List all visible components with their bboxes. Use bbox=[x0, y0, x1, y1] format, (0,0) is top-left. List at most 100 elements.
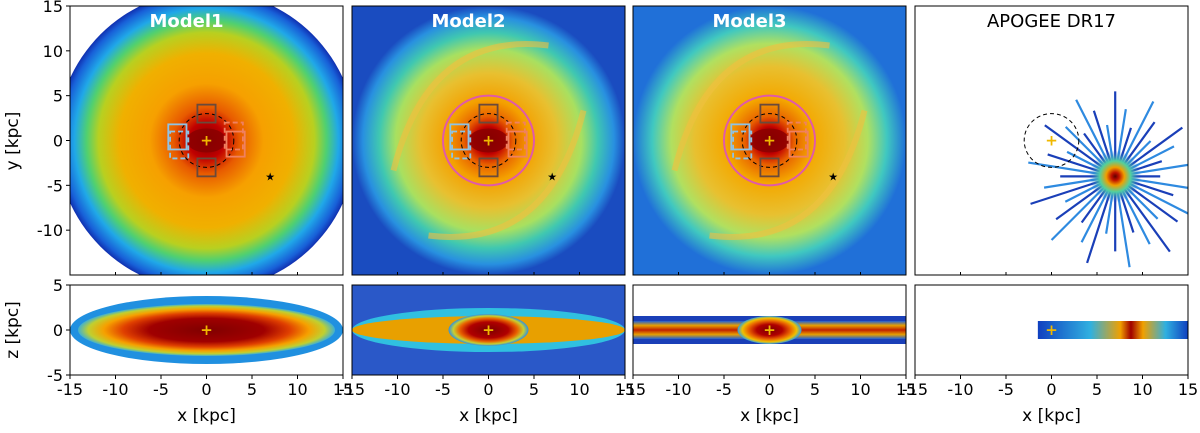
spiral-arm bbox=[671, 41, 830, 172]
x-tick-label: -10 bbox=[947, 380, 973, 399]
observed-band bbox=[1037, 321, 1188, 339]
region-left-dashed bbox=[451, 130, 472, 160]
region-left-solid bbox=[449, 123, 470, 151]
bar-core bbox=[749, 128, 790, 153]
z-tick-label: 0 bbox=[53, 321, 63, 340]
galactic-center-marker: + bbox=[482, 321, 495, 339]
x-tick-label: 10 bbox=[850, 380, 870, 399]
galactic-center-marker: + bbox=[1045, 132, 1058, 150]
x-tick-label: -5 bbox=[153, 380, 169, 399]
sun-marker: ★ bbox=[265, 170, 275, 183]
region-top-solid bbox=[759, 103, 780, 124]
region-right-dashed bbox=[786, 121, 807, 151]
dashed-circle bbox=[1023, 113, 1080, 168]
galactic-center-marker: + bbox=[1045, 321, 1058, 339]
x-tick-label: -15 bbox=[57, 380, 83, 399]
region-right-solid bbox=[788, 130, 809, 158]
z-axis-label: z [kpc] bbox=[3, 301, 23, 359]
face-on-map: +★ bbox=[633, 6, 906, 275]
observed-density bbox=[1089, 150, 1142, 203]
x-tick-label: 0 bbox=[1046, 380, 1056, 399]
region-right-dashed bbox=[505, 121, 526, 151]
region-right-solid bbox=[507, 130, 528, 158]
panel-title: Model1 bbox=[149, 11, 223, 32]
z-tick-label: 5 bbox=[53, 276, 63, 295]
region-bottom-solid bbox=[478, 157, 499, 178]
galactic-center-marker: + bbox=[200, 321, 213, 339]
edge-on-map: + bbox=[352, 285, 625, 375]
x-tick-label: 15 bbox=[615, 380, 635, 399]
y-tick-label: 15 bbox=[43, 0, 63, 16]
x-tick-label: -10 bbox=[102, 380, 128, 399]
x-tick-label: 15 bbox=[1178, 380, 1198, 399]
pink-circle bbox=[723, 94, 816, 187]
edge-on-map: + bbox=[70, 285, 343, 375]
x-tick-label: 5 bbox=[1092, 380, 1102, 399]
x-tick-label: -15 bbox=[620, 380, 646, 399]
sun-marker: ★ bbox=[547, 170, 557, 183]
region-left-solid bbox=[730, 123, 751, 151]
x-axis-label: x [kpc] bbox=[740, 406, 799, 426]
region-left-solid bbox=[167, 123, 188, 151]
region-bottom-solid bbox=[196, 157, 217, 178]
x-tick-label: -5 bbox=[435, 380, 451, 399]
spiral-arm bbox=[709, 109, 868, 240]
panel-4: + APOGEE DR17 + -15 -10 -5 0 5 10 15 x [kpc] bbox=[902, 5, 1198, 426]
panel-2: +★Model2+-15 -10 -5 0 5 10 15x [kpc] bbox=[339, 5, 635, 426]
region-top-solid bbox=[478, 103, 499, 124]
face-on-map: + bbox=[915, 6, 1188, 275]
edge-bulge bbox=[448, 314, 529, 346]
region-right-solid bbox=[225, 130, 246, 158]
x-tick-label: 5 bbox=[247, 380, 257, 399]
bar-core bbox=[186, 128, 227, 153]
x-axis-label: x [kpc] bbox=[177, 406, 236, 426]
edge-disk bbox=[78, 304, 335, 356]
panel-3: +★Model3+-15 -10 -5 0 5 10 15x [kpc] bbox=[620, 5, 916, 426]
x-tick-label: -5 bbox=[998, 380, 1014, 399]
galactic-center-marker: + bbox=[482, 132, 495, 150]
face-on-map: +★ bbox=[70, 6, 343, 275]
galactic-center-marker: + bbox=[763, 321, 776, 339]
dashed-circle bbox=[460, 113, 517, 168]
panel-1: +★Model1+-15 -10 -5 0 5 10 15x [kpc] bbox=[57, 5, 353, 426]
region-left-dashed bbox=[732, 130, 753, 160]
x-tick-label: 5 bbox=[810, 380, 820, 399]
x-axis-label: x [kpc] bbox=[1022, 406, 1081, 426]
pink-circle bbox=[442, 94, 535, 187]
dashed-circle bbox=[741, 113, 798, 168]
edge-bulge bbox=[737, 316, 802, 344]
y-axis-label: y [kpc] bbox=[3, 112, 23, 171]
region-top-solid bbox=[196, 103, 217, 124]
x-tick-label: 15 bbox=[896, 380, 916, 399]
panel-title: Model3 bbox=[712, 11, 786, 32]
x-tick-label: 10 bbox=[1132, 380, 1152, 399]
region-bottom-solid bbox=[759, 157, 780, 178]
y-tick-label: 10 bbox=[43, 42, 63, 61]
face-on-map: +★ bbox=[352, 6, 625, 275]
panel-title: Model2 bbox=[431, 11, 505, 32]
edge-on-map: + bbox=[633, 285, 906, 375]
galactic-center-marker: + bbox=[763, 132, 776, 150]
z-tick-label: -5 bbox=[47, 366, 63, 385]
x-tick-label: 0 bbox=[483, 380, 493, 399]
y-tick-label: -10 bbox=[37, 221, 63, 240]
x-tick-label: 0 bbox=[201, 380, 211, 399]
x-tick-label: 15 bbox=[333, 380, 353, 399]
x-tick-label: 0 bbox=[764, 380, 774, 399]
dashed-circle bbox=[178, 113, 235, 168]
x-tick-label: 5 bbox=[529, 380, 539, 399]
galactic-center-marker: + bbox=[200, 132, 213, 150]
sun-marker: ★ bbox=[828, 170, 838, 183]
x-tick-label: 10 bbox=[569, 380, 589, 399]
spiral-arm bbox=[390, 41, 549, 172]
x-tick-label: -10 bbox=[665, 380, 691, 399]
panel-title: APOGEE DR17 bbox=[987, 11, 1116, 32]
region-right-dashed bbox=[223, 121, 244, 151]
y-tick-label: -5 bbox=[47, 176, 63, 195]
y-tick-label: 5 bbox=[53, 87, 63, 106]
x-tick-label: -15 bbox=[339, 380, 365, 399]
spiral-arm bbox=[428, 109, 587, 240]
bar-core bbox=[468, 128, 509, 153]
x-tick-label: 10 bbox=[287, 380, 307, 399]
